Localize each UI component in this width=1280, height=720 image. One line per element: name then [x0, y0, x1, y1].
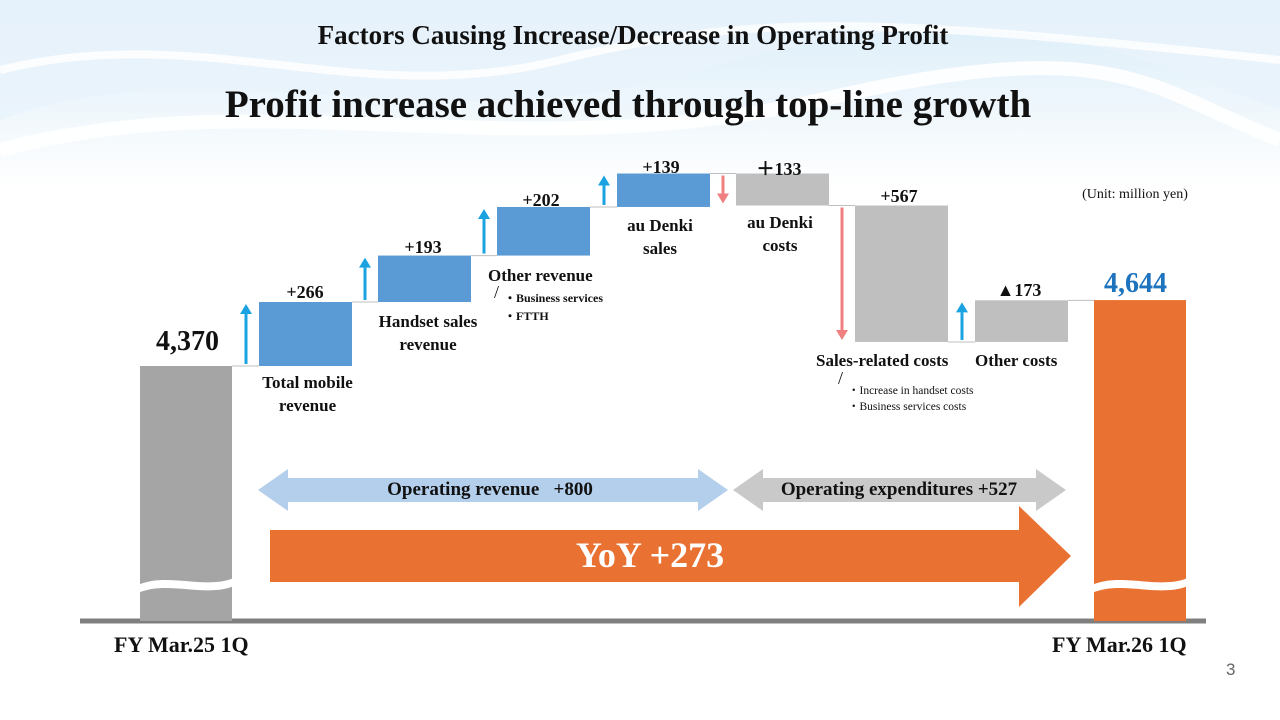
step-category-label: Sales-related costs	[816, 351, 949, 370]
step-value-label: +139	[642, 157, 680, 177]
waterfall-step-bar	[736, 173, 829, 206]
up-arrow-head-icon	[478, 208, 490, 219]
step-category-label: au Denki sales	[627, 216, 693, 258]
yoy-label: YoY +273	[575, 535, 725, 575]
other-revenue-note: ・FTTH	[504, 309, 549, 323]
start-value-label: 4,370	[156, 326, 219, 357]
operating-expenditures-span-label: Operating expenditures +527	[780, 479, 1018, 500]
note-slash: /	[494, 282, 500, 302]
step-value-label: +567	[880, 186, 918, 206]
end-value-label: 4,644	[1104, 268, 1167, 299]
end-bar	[1094, 300, 1186, 621]
step-value-label: ▲173	[996, 280, 1042, 300]
slide-headline: Profit increase achieved through top-lin…	[224, 83, 1032, 126]
waterfall-step-bar	[617, 173, 710, 207]
page-number: 3	[1226, 660, 1236, 679]
up-arrow-head-icon	[240, 304, 252, 315]
step-category-label: au Denki costs	[747, 213, 813, 255]
step-category-label: Other costs	[975, 351, 1058, 370]
step-category-label: Other revenue	[488, 266, 593, 285]
axis-break	[1092, 578, 1188, 593]
note-slash: /	[838, 368, 844, 388]
step-value-label: +193	[404, 237, 442, 257]
up-arrow-head-icon	[956, 302, 968, 313]
start-bar	[140, 366, 232, 621]
down-arrow-head-icon	[717, 193, 729, 204]
down-arrow-head-icon	[836, 329, 848, 340]
other-revenue-note: ・Business services	[504, 291, 604, 305]
step-category-label: Handset sales revenue	[378, 312, 478, 354]
step-value-label: ＋133	[756, 159, 802, 179]
slide-title: Factors Causing Increase/Decrease in Ope…	[317, 20, 949, 50]
yoy-arrow-icon	[270, 506, 1071, 607]
up-arrow-head-icon	[598, 175, 610, 186]
step-value-label: +266	[286, 282, 324, 302]
waterfall-step-bar	[259, 302, 352, 366]
sales-costs-note: ・Increase in handset costs	[848, 385, 974, 397]
step-value-label: +202	[522, 190, 560, 210]
waterfall-step-bar	[975, 300, 1068, 342]
operating-expenditures-double-arrow-icon	[733, 469, 1066, 511]
up-arrow-head-icon	[359, 257, 371, 268]
waterfall-step-bar	[497, 206, 590, 256]
axis-break	[138, 578, 234, 593]
operating-revenue-span-label: Operating revenue +800	[387, 479, 593, 500]
waterfall-step-bar	[855, 205, 948, 342]
background-wave	[0, 0, 1280, 190]
start-period-label: FY Mar.25 1Q	[114, 632, 249, 657]
sales-costs-note: ・Business services costs	[848, 401, 967, 413]
operating-revenue-double-arrow-icon	[258, 469, 728, 511]
end-period-label: FY Mar.26 1Q	[1052, 632, 1187, 657]
unit-note: (Unit: million yen)	[1082, 187, 1188, 202]
step-category-label: Total mobile revenue	[262, 373, 353, 415]
waterfall-step-bar	[378, 255, 471, 303]
